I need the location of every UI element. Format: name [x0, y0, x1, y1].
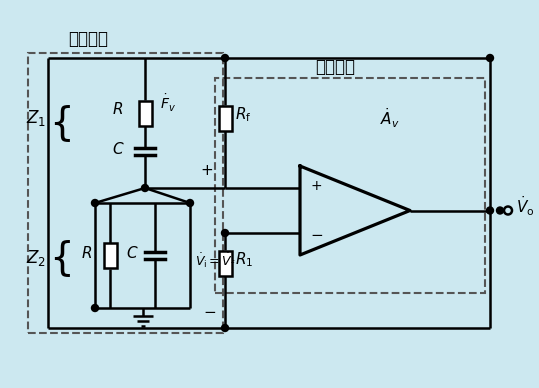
Text: {: { — [50, 239, 74, 277]
Circle shape — [222, 324, 229, 331]
Text: 放大电路: 放大电路 — [315, 58, 355, 76]
Bar — [139, 100, 151, 125]
Bar — [218, 106, 231, 130]
Circle shape — [496, 207, 503, 214]
Circle shape — [222, 54, 229, 62]
Text: $Z_2$: $Z_2$ — [26, 248, 46, 268]
Text: {: { — [50, 104, 74, 142]
Circle shape — [142, 185, 149, 192]
Circle shape — [186, 199, 194, 206]
Text: C: C — [126, 246, 137, 261]
Text: −: − — [204, 305, 216, 320]
Text: R: R — [81, 246, 92, 261]
Bar — [103, 243, 116, 268]
Text: +: + — [201, 163, 213, 178]
Text: $Z_1$: $Z_1$ — [26, 108, 46, 128]
Circle shape — [487, 207, 494, 214]
Text: R: R — [112, 102, 123, 118]
Text: +: + — [310, 179, 322, 193]
Bar — [218, 251, 231, 275]
Text: $R_1$: $R_1$ — [235, 251, 253, 269]
Circle shape — [222, 229, 229, 237]
Text: C: C — [112, 142, 123, 156]
Text: 选频网络: 选频网络 — [68, 30, 108, 48]
Text: $\dot{V}_{\mathrm{i}}=\dot{V}_{\mathrm{f}}$: $\dot{V}_{\mathrm{i}}=\dot{V}_{\mathrm{f… — [195, 251, 236, 270]
Circle shape — [487, 54, 494, 62]
Circle shape — [92, 305, 99, 312]
Bar — [215, 78, 485, 293]
Text: $\dot{A}_v$: $\dot{A}_v$ — [380, 106, 400, 130]
Bar — [28, 53, 223, 333]
Text: $\dot{V}_{\mathrm{o}}$: $\dot{V}_{\mathrm{o}}$ — [516, 195, 535, 218]
Text: $\dot{F}_v$: $\dot{F}_v$ — [160, 92, 176, 114]
Text: −: − — [310, 227, 323, 242]
Text: $R_{\mathrm{f}}$: $R_{\mathrm{f}}$ — [235, 106, 252, 124]
Circle shape — [92, 199, 99, 206]
